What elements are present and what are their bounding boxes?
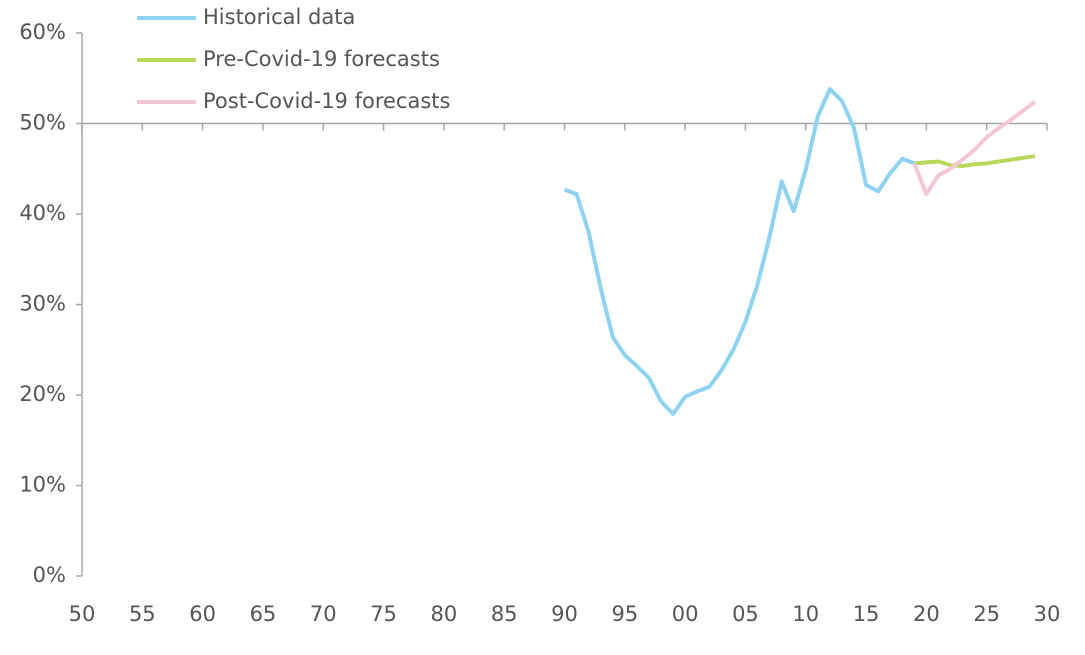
- x-tick-label: 75: [370, 602, 397, 626]
- x-tick-label: 15: [853, 602, 880, 626]
- x-tick-label: 10: [792, 602, 819, 626]
- x-tick-label: 60: [189, 602, 216, 626]
- y-tick-label: 20%: [19, 382, 66, 406]
- x-tick-label: 85: [491, 602, 518, 626]
- x-tick-label: 95: [611, 602, 638, 626]
- y-tick-label: 10%: [19, 473, 66, 497]
- x-tick-label: 05: [732, 602, 759, 626]
- x-tick-label: 90: [551, 602, 578, 626]
- x-tick-label: 25: [973, 602, 1000, 626]
- x-tick-label: 50: [69, 602, 96, 626]
- y-tick-label: 0%: [33, 563, 66, 587]
- x-tick-label: 20: [913, 602, 940, 626]
- series-line: [914, 154, 1036, 169]
- x-tick-label: 30: [1034, 602, 1061, 626]
- series-line: [912, 100, 1037, 197]
- y-tick-label: 60%: [19, 20, 66, 44]
- x-tick-label: 80: [431, 602, 458, 626]
- x-tick-label: 70: [310, 602, 337, 626]
- legend-label: Post-Covid-19 forecasts: [203, 89, 450, 113]
- y-tick-label: 50%: [19, 111, 66, 135]
- x-tick-label: 55: [129, 602, 156, 626]
- x-tick-label: 00: [672, 602, 699, 626]
- legend-label: Pre-Covid-19 forecasts: [203, 47, 440, 71]
- legend-label: Historical data: [203, 5, 355, 29]
- series-line: [563, 87, 916, 417]
- y-tick-label: 30%: [19, 292, 66, 316]
- y-tick-label: 40%: [19, 201, 66, 225]
- x-tick-label: 65: [250, 602, 277, 626]
